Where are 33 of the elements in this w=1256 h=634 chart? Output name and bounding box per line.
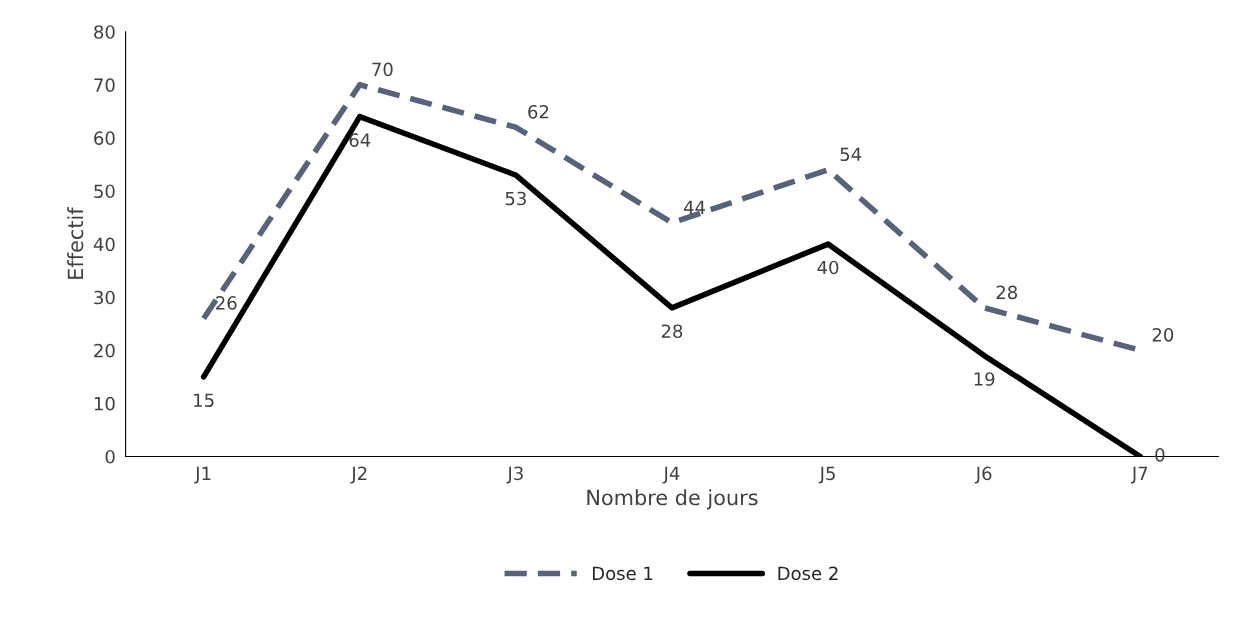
data-label: 15 — [194, 393, 214, 408]
y-tick-label: 20 — [94, 343, 115, 358]
legend-label: Dose 1 — [592, 566, 653, 581]
y-tick-label: 30 — [94, 290, 115, 305]
y-axis-title: Effectif — [67, 207, 84, 279]
x-tick-label: J6 — [974, 466, 992, 484]
data-label: 64 — [349, 133, 371, 147]
x-tick-label: J1 — [194, 466, 211, 484]
data-label: 28 — [996, 285, 1018, 300]
data-label: 19 — [974, 372, 995, 386]
y-tick-label: 80 — [94, 25, 115, 39]
x-tick-label: J5 — [818, 466, 835, 484]
y-tick-label: 10 — [94, 396, 115, 411]
data-label: 53 — [505, 191, 526, 206]
x-tick-label: J7 — [1130, 466, 1148, 484]
legend-label: Dose 2 — [778, 566, 838, 581]
y-tick-label: 0 — [105, 449, 115, 464]
data-label: 54 — [840, 147, 862, 162]
y-tick-label: 50 — [94, 184, 115, 199]
data-label: 44 — [683, 200, 706, 214]
x-tick-label: J4 — [662, 466, 680, 484]
x-tick-label: J3 — [506, 466, 523, 484]
x-tick-label: J2 — [350, 466, 367, 484]
y-tick-label: 60 — [94, 131, 115, 146]
data-label: 20 — [1152, 327, 1174, 342]
y-tick-label: 40 — [93, 237, 115, 252]
data-label: 70 — [372, 62, 393, 77]
data-label: 40 — [817, 260, 839, 275]
data-label: 28 — [661, 324, 683, 339]
y-tick-label: 70 — [94, 78, 115, 92]
x-axis-title: Nombre de jours — [587, 489, 758, 510]
data-label: 26 — [216, 296, 237, 310]
data-label: 62 — [528, 104, 549, 119]
